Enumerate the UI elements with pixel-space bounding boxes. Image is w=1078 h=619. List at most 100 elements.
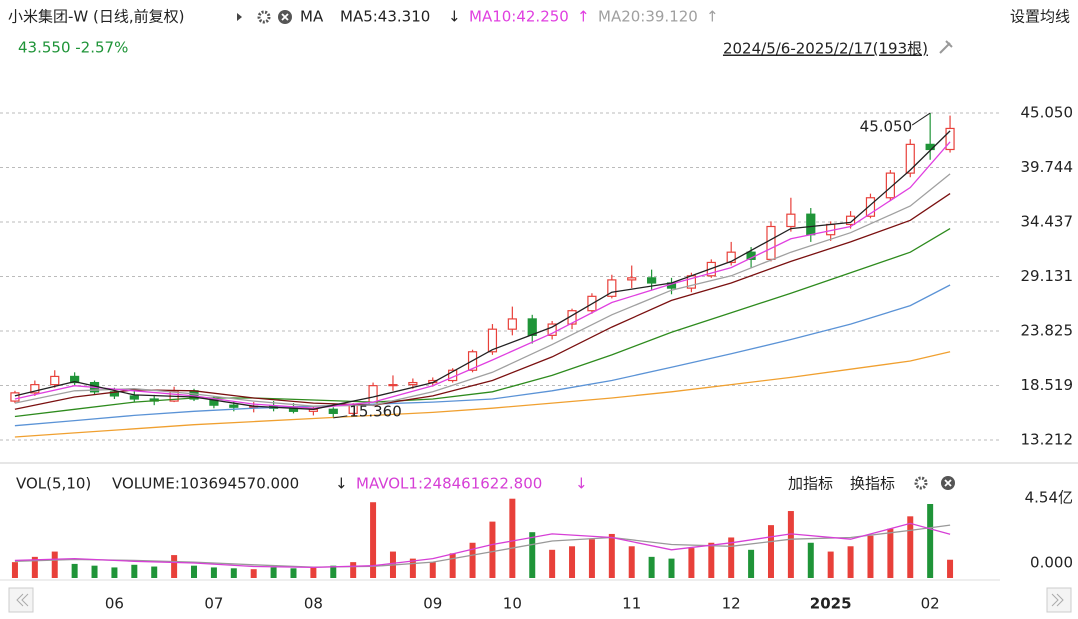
x-tick-label: 07 xyxy=(204,595,223,613)
volume-bar xyxy=(409,558,416,578)
volume-bar xyxy=(51,551,58,578)
volume-bar xyxy=(787,511,794,578)
candle-body xyxy=(627,277,637,281)
volume-bar xyxy=(71,563,78,578)
volume-bar xyxy=(529,532,536,578)
x-tick-label: 06 xyxy=(105,595,124,613)
candle-body xyxy=(408,381,418,386)
volume-bar xyxy=(668,558,675,578)
volume-bar xyxy=(489,521,496,578)
volume-bar xyxy=(191,565,198,578)
volume-bar xyxy=(708,542,715,578)
ma-line xyxy=(14,522,951,569)
volume-bar xyxy=(847,546,854,578)
y-tick-label: 39.744 xyxy=(1021,158,1074,176)
expand-icon[interactable] xyxy=(237,13,242,21)
volume-bar xyxy=(947,559,954,578)
volume-bar xyxy=(827,551,834,578)
volume-bar xyxy=(887,528,894,578)
ma-line xyxy=(14,173,951,407)
volume-bar xyxy=(748,549,755,578)
volume-bar xyxy=(509,498,516,578)
vol-close-icon[interactable] xyxy=(941,476,955,490)
candle-body xyxy=(865,197,876,217)
y-tick-label: 13.212 xyxy=(1021,430,1074,448)
vol-legend: MAVOL1:248461622.800 xyxy=(356,475,542,493)
candle-body xyxy=(766,225,776,260)
volume-bar xyxy=(330,565,337,578)
volume-bar xyxy=(111,567,118,578)
candle-body xyxy=(547,323,557,336)
ma-legend: MA20:39.120 xyxy=(598,8,698,26)
x-tick-label: 10 xyxy=(503,595,522,613)
ma-line xyxy=(14,524,951,568)
ma-line xyxy=(14,193,951,410)
volume-bar xyxy=(31,556,38,578)
volume-bar xyxy=(310,566,317,578)
candle-body xyxy=(30,384,40,394)
volume-bar xyxy=(767,525,774,578)
candle-body xyxy=(885,172,895,199)
volume-bar xyxy=(569,546,576,578)
vol-current: VOLUME:103694570.000 xyxy=(112,475,299,493)
candle-body xyxy=(845,215,856,226)
candle-body xyxy=(10,392,20,402)
x-tick-label: 08 xyxy=(304,595,323,613)
vol-settings-icon[interactable] xyxy=(914,476,928,490)
ma-trend: ↓ xyxy=(448,8,461,26)
candle-body xyxy=(806,213,816,236)
volume-bar xyxy=(370,502,377,578)
candle-body xyxy=(70,375,80,384)
candle-body xyxy=(527,318,537,336)
volume-bar xyxy=(131,564,138,578)
indicator-button[interactable]: 加指标 xyxy=(788,475,833,493)
x-tick-label: 02 xyxy=(921,595,940,613)
volume-bar xyxy=(230,568,237,578)
y-tick-label: 29.131 xyxy=(1021,267,1074,285)
volume-bar xyxy=(807,542,814,578)
ma-line xyxy=(14,130,951,410)
ma-legend: MA10:42.250 xyxy=(469,8,569,26)
y-tick-label: 18.519 xyxy=(1021,376,1074,394)
volume-bar xyxy=(171,555,178,578)
scroll-left[interactable] xyxy=(8,587,34,613)
vol-tick-label: 0.000 xyxy=(1030,554,1073,572)
y-tick-label: 45.050 xyxy=(1021,104,1074,122)
volume-bar xyxy=(907,516,914,578)
volume-bar xyxy=(469,542,476,578)
volume-bar xyxy=(91,565,98,578)
volume-bar xyxy=(927,503,934,578)
vol-tick-label: 4.54亿 xyxy=(1025,489,1073,507)
vol-legend-trend: ↓ xyxy=(575,475,588,493)
ma-settings[interactable]: 设置均线 xyxy=(1010,8,1070,26)
ma-trend: ↑ xyxy=(706,8,719,26)
candle-body xyxy=(905,143,915,174)
volume-bar xyxy=(270,567,277,578)
ma-line xyxy=(14,141,951,409)
candle-body xyxy=(726,251,736,264)
candle-body xyxy=(229,404,239,408)
pin-icon[interactable] xyxy=(939,40,953,54)
date-range[interactable]: 2024/5/6-2025/2/17(193根) xyxy=(723,40,928,58)
close-icon[interactable] xyxy=(278,10,292,24)
x-tick-label: 12 xyxy=(722,595,741,613)
y-tick-label: 34.437 xyxy=(1021,213,1074,231)
ma-line xyxy=(14,284,951,427)
x-tick-label: 09 xyxy=(423,595,442,613)
candle-body xyxy=(487,328,498,353)
volume-bar xyxy=(867,535,874,578)
stock-title: 小米集团-W (日线,前复权) xyxy=(8,8,185,26)
ma-line xyxy=(14,228,951,418)
vol-title: VOL(5,10) xyxy=(16,475,91,493)
scroll-right[interactable] xyxy=(1046,587,1072,613)
candle-body xyxy=(50,375,60,386)
settings-icon[interactable] xyxy=(257,10,271,24)
y-tick-label: 23.825 xyxy=(1021,321,1074,339)
volume-bar xyxy=(290,568,297,578)
indicator-button[interactable]: 换指标 xyxy=(850,475,895,493)
candle-body xyxy=(507,318,517,330)
candle-body xyxy=(786,213,796,228)
x-tick-label: 2025 xyxy=(810,595,852,613)
x-tick-label: 11 xyxy=(622,595,641,613)
